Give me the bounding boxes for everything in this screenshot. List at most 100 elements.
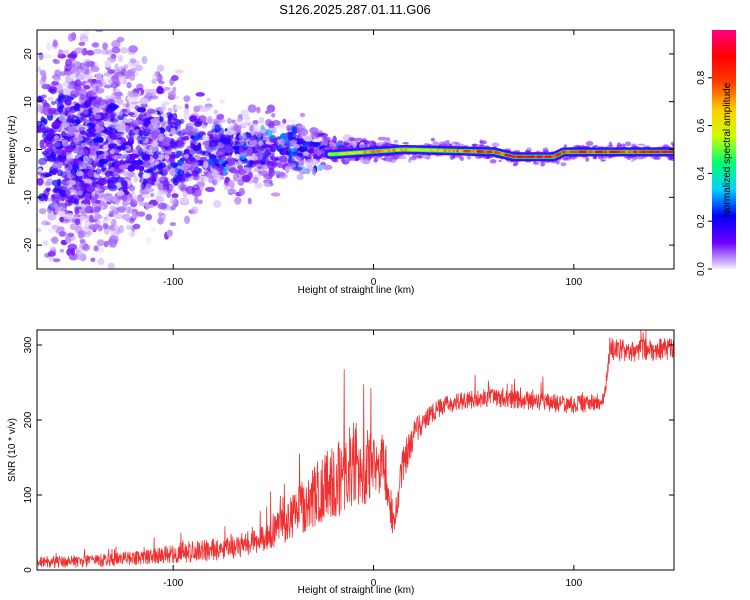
spectrogram-point — [182, 190, 188, 198]
spectrogram-point — [64, 145, 74, 153]
spectrogram-point — [131, 190, 136, 196]
spectrogram-point — [297, 152, 303, 157]
spectrogram-point — [259, 129, 266, 134]
spectrogram-point — [221, 134, 229, 139]
spectrogram-point — [112, 154, 118, 160]
spectrogram-point — [127, 171, 136, 177]
spectrogram-point — [172, 86, 177, 93]
spectrogram-halo-point — [408, 158, 412, 164]
spectrogram-point — [60, 171, 68, 179]
spectrogram-point — [78, 41, 86, 46]
spectrogram-point — [48, 170, 53, 177]
spectrogram-point — [43, 54, 53, 59]
spectrogram-point — [305, 158, 314, 167]
spectrogram-point — [125, 124, 130, 133]
spectrogram-point — [57, 161, 63, 169]
spectrogram-point — [110, 81, 119, 89]
spectrogram-point — [51, 168, 57, 176]
spectrogram-point — [118, 77, 125, 83]
spectrogram-point — [130, 199, 138, 208]
spectrogram-point — [88, 148, 98, 156]
spectrogram-point — [96, 220, 101, 225]
spectrogram-point — [176, 137, 187, 142]
spectrogram-point — [103, 144, 109, 152]
spectrogram-point — [184, 103, 189, 110]
spectrogram-point — [122, 103, 127, 108]
spectrogram-point — [185, 171, 192, 179]
spectrogram-point — [78, 183, 84, 188]
spectrogram-point — [54, 135, 60, 139]
spectrogram-halo-point — [347, 157, 355, 161]
spectrogram-point — [151, 130, 158, 139]
spectrogram-point — [163, 86, 171, 91]
spectrogram-point — [83, 85, 91, 90]
spectrogram-point — [44, 181, 51, 187]
spectrogram-point — [124, 206, 134, 215]
spectrogram-point — [171, 75, 179, 82]
spectrogram-point — [113, 224, 120, 231]
spectrogram-point — [45, 142, 55, 148]
spectrogram-point — [172, 112, 178, 121]
spectrogram-halo-point — [416, 155, 423, 159]
spectrogram-point — [147, 166, 156, 171]
spectrogram-point — [108, 184, 118, 192]
spectrogram-point — [216, 113, 225, 120]
spectrogram-point — [255, 163, 263, 168]
spectrogram-point — [111, 46, 121, 54]
spectrogram-point — [136, 107, 147, 113]
spectrogram-point — [270, 160, 278, 168]
spectrogram-point — [179, 118, 185, 124]
spectrogram-point — [51, 121, 61, 130]
spectrogram-point — [224, 185, 230, 191]
spectrogram-point — [105, 108, 113, 113]
spectrogram-point — [258, 145, 265, 152]
spectrogram-point — [116, 145, 127, 151]
spectrogram-point — [219, 99, 225, 104]
colorbar-tick-label: 0.0 — [696, 262, 707, 276]
snr-xtick-label: 100 — [565, 578, 582, 589]
spectrogram-point — [202, 140, 211, 146]
snr-xlabel: Height of straight line (km) — [298, 585, 415, 596]
spectrogram-point — [180, 129, 188, 136]
spectrogram-point — [104, 170, 113, 177]
spectrogram-point — [65, 235, 72, 244]
spectrogram-point — [77, 191, 83, 196]
spectrogram-point — [67, 33, 74, 42]
spectrogram-point — [75, 170, 84, 177]
spectrogram-ytick-label: 0 — [23, 146, 34, 152]
spectrogram-halo-point — [608, 141, 613, 147]
spectrogram-halo-point — [512, 163, 518, 167]
spectrogram-point — [155, 195, 165, 203]
spectrogram-point — [109, 210, 114, 217]
spectrogram-point — [277, 172, 288, 179]
spectrogram-point — [156, 85, 164, 94]
spectrogram-point — [73, 145, 78, 154]
spectrogram-point — [104, 95, 113, 100]
spectrogram-point — [79, 33, 86, 38]
spectrogram-point — [145, 187, 155, 193]
spectrogram-point — [161, 101, 171, 105]
spectrogram-point — [118, 164, 128, 170]
spectrogram-point — [138, 202, 148, 207]
spectrogram-point — [108, 69, 116, 74]
spectrogram-halo-point — [362, 157, 368, 160]
spectrogram-point — [183, 148, 190, 156]
spectrogram-point — [277, 162, 284, 169]
spectrogram-point — [184, 216, 191, 223]
spectrogram-point — [48, 256, 55, 262]
spectrogram-halo-point — [381, 157, 387, 161]
spectrogram-point — [74, 47, 85, 54]
spectrogram-point — [67, 85, 75, 89]
spectrogram-point — [37, 177, 44, 186]
spectrogram-point — [148, 123, 157, 131]
spectrogram-point — [168, 122, 177, 126]
spectrogram-point — [270, 192, 281, 197]
spectrogram-point — [89, 209, 97, 214]
spectrogram-point — [94, 114, 102, 120]
spectrogram-ytick-label: 20 — [23, 48, 34, 60]
spectrogram-point — [128, 218, 135, 224]
spectrogram-halo-point — [542, 150, 549, 153]
spectrogram-point — [157, 176, 165, 182]
spectrogram-point — [141, 194, 151, 199]
spectrogram-point — [123, 185, 128, 193]
